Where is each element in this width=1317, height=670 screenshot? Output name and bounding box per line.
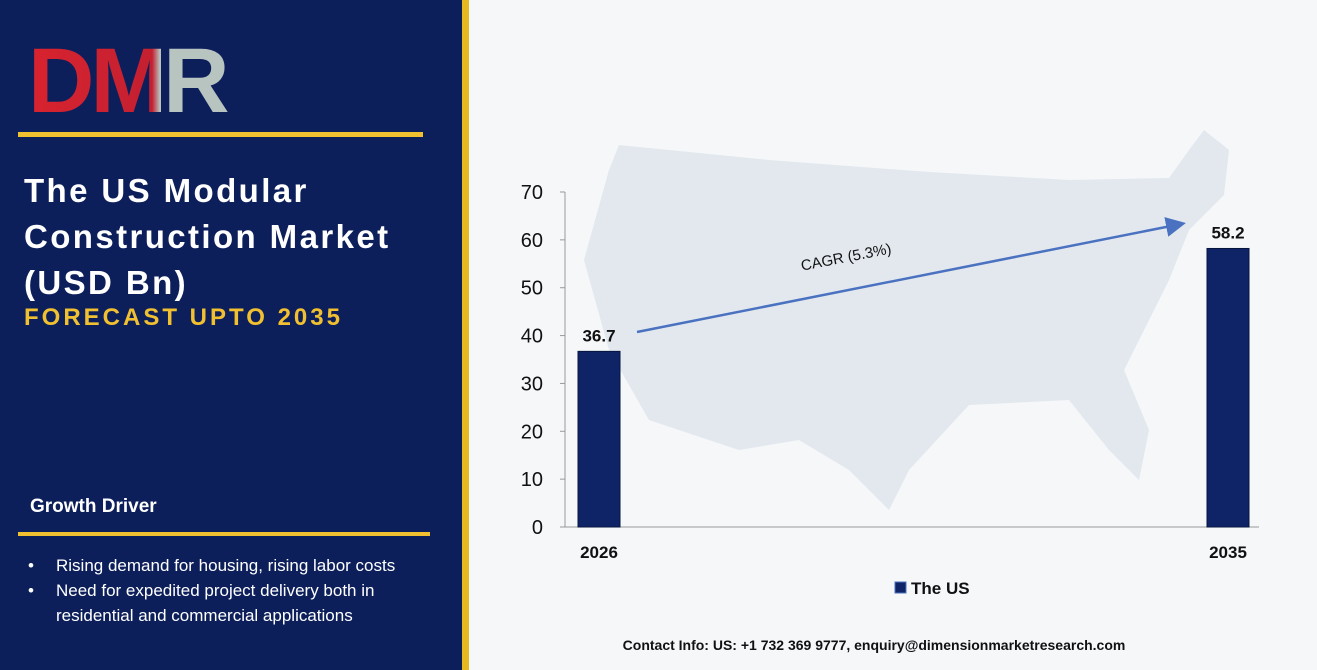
chart: Contact Info: US: +1 732 369 9777, enqui… [521,130,1259,653]
divider [18,532,430,536]
growth-heading: Growth Driver [30,496,157,517]
side-panel: DMR The US Modular Construction Market (… [0,0,462,670]
contact: Contact Info: US: +1 732 369 9777, enqui… [623,637,1126,653]
value-label: 36.7 [582,326,615,345]
value-label: 58.2 [1211,223,1244,242]
bullet: Rising demand for housing, rising labor … [28,553,428,578]
bar [577,350,621,528]
x-tick-label: 2026 [580,543,618,562]
y-tick-label: 10 [521,469,543,491]
divider [18,132,423,137]
map-background [584,130,1229,510]
logo: DMR [28,30,232,125]
x-tick-label: 2035 [1209,543,1247,562]
subtitle: FORECAST UPTO 2035 [24,304,343,331]
logo-text: DMR [28,30,228,125]
bullet-list: Rising demand for housing, rising labor … [28,553,428,628]
y-tick-label: 60 [521,230,543,252]
legend-label: The US [911,579,970,598]
y-tick-label: 70 [521,182,543,204]
y-tick-label: 20 [521,421,543,443]
y-tick-label: 40 [521,326,543,348]
bullet: Need for expedited project delivery both… [28,578,428,628]
y-tick-label: 30 [521,373,543,395]
y-tick-label: 0 [532,517,543,539]
bar [1206,247,1250,528]
cagr-arrow [636,217,1186,334]
accent-strip [462,0,469,670]
legend-swatch [894,581,907,594]
y-tick-label: 50 [521,278,543,300]
title: The US Modular Construction Market (USD … [24,172,391,301]
